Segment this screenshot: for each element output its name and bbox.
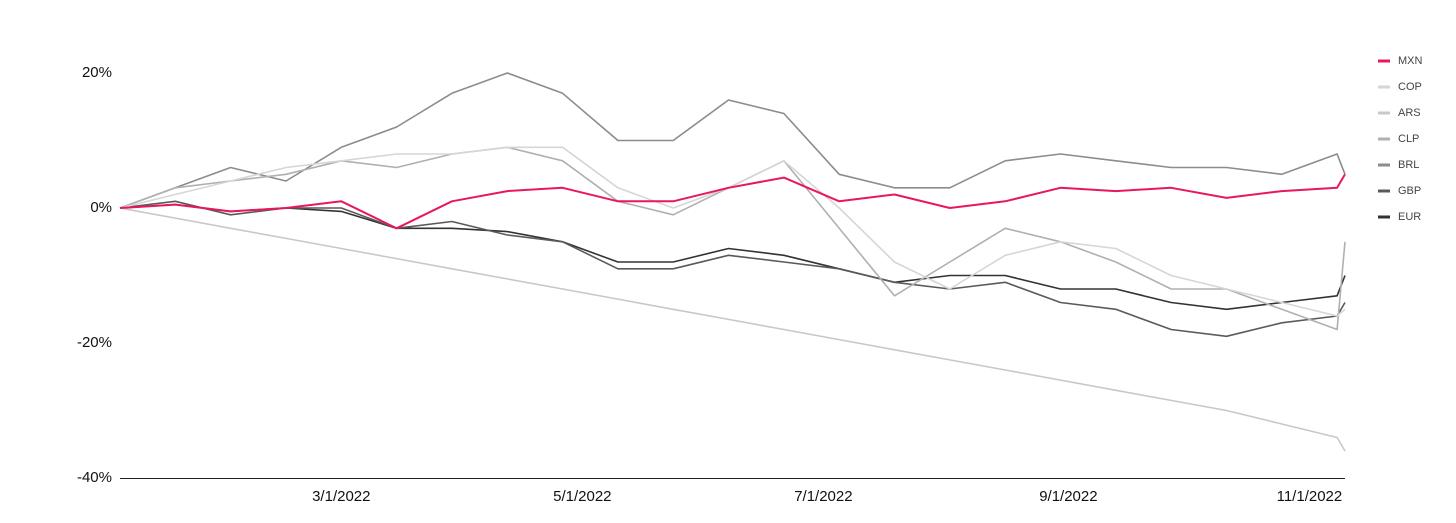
y-tick-label: 20% (82, 64, 112, 81)
legend-label: ARS (1398, 107, 1421, 119)
legend: MXN COP ARS CLP BRL GBP EUR (1378, 55, 1423, 223)
y-tick-label: 0% (90, 199, 112, 216)
series-line (119, 207, 1346, 452)
x-tick-label: 11/1/2022 (1277, 488, 1343, 505)
y-tick-label: -20% (77, 334, 112, 351)
series-line (119, 173, 1346, 230)
y-tick-label: -40% (77, 469, 112, 486)
legend-label: MXN (1398, 55, 1423, 67)
series-line (119, 200, 1346, 338)
legend-label: BRL (1398, 159, 1419, 171)
series-line (119, 72, 1346, 209)
legend-label: GBP (1398, 185, 1421, 197)
series-line (119, 146, 1346, 317)
x-tick-label: 7/1/2022 (794, 488, 852, 505)
series-line (119, 203, 1346, 311)
legend-label: CLP (1398, 133, 1419, 145)
x-tick-label: 3/1/2022 (312, 488, 370, 505)
legend-label: EUR (1398, 211, 1421, 223)
x-tick-label: 9/1/2022 (1039, 488, 1097, 505)
legend-label: COP (1398, 81, 1422, 93)
x-tick-label: 5/1/2022 (553, 488, 611, 505)
series-line (119, 146, 1346, 331)
